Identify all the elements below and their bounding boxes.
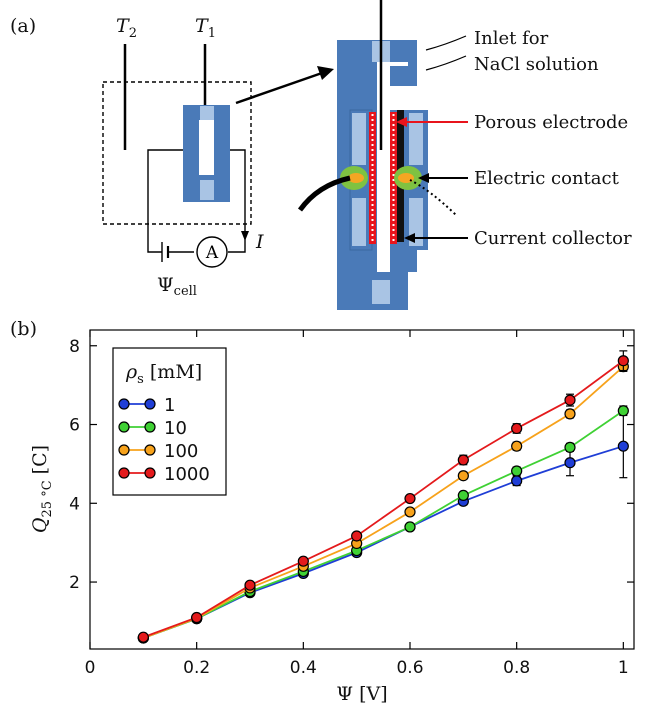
data-point — [564, 408, 576, 420]
legend-title-subscript: s — [137, 372, 144, 387]
legend-label: 100 — [164, 441, 198, 462]
data-point — [564, 441, 576, 453]
small-cell — [183, 105, 230, 202]
x-tick-label: 1 — [618, 658, 629, 678]
legend-marker — [118, 421, 130, 433]
legend-marker — [144, 398, 156, 410]
contact-arrowhead-icon — [418, 173, 429, 183]
inlet-label-line1: Inlet for — [474, 28, 549, 49]
x-tick-label: 0.8 — [503, 658, 530, 678]
legend-label: 10 — [164, 418, 187, 439]
y-tick-label: 2 — [69, 573, 80, 593]
data-point — [457, 454, 469, 466]
data-point — [617, 405, 629, 417]
psi-cell-subscript: cell — [174, 284, 197, 299]
inlet-pointer-2 — [425, 55, 467, 71]
data-point — [564, 457, 576, 469]
y-axis-label: Q25 °C [C] — [29, 445, 55, 533]
data-point — [297, 555, 309, 567]
legend-marker — [144, 444, 156, 456]
zoom-arrow — [235, 71, 323, 105]
data-point — [457, 489, 469, 502]
legend-label: 1 — [164, 395, 175, 416]
x-tick-label: 0.6 — [396, 658, 423, 678]
data-point — [511, 440, 523, 452]
data-point — [404, 506, 416, 518]
series-line — [143, 365, 624, 639]
collector-label: Current collector — [474, 228, 632, 249]
contact-label: Electric contact — [474, 168, 620, 189]
x-tick-label: 0 — [85, 658, 96, 678]
x-tick-label: 0.2 — [183, 658, 210, 678]
panel-b-label: (b) — [10, 318, 37, 340]
current-arrow-icon — [241, 231, 249, 241]
legend-title: ρs [mM] — [125, 361, 202, 387]
legend-marker — [118, 467, 130, 479]
chart: 0 0.2 0.4 0.6 0.8 1 2 4 6 8 Ψ [V] Q25 °C [C] ρs … — [29, 329, 635, 705]
y-tick-label: 6 — [69, 416, 80, 436]
ammeter-label: A — [205, 243, 219, 263]
data-point — [137, 631, 149, 643]
x-tick-label: 0.4 — [290, 658, 317, 678]
porous-label: Porous electrode — [474, 112, 628, 133]
legend-marker — [118, 444, 130, 456]
collector-arrowhead-icon — [404, 233, 415, 243]
legend-title-unit: [mM] — [150, 361, 202, 383]
data-point — [564, 394, 576, 406]
porous-arrowhead-icon — [396, 117, 407, 127]
zoom-arrowhead-icon — [317, 66, 334, 80]
t1-label: T1 — [195, 15, 216, 41]
series-line — [143, 359, 624, 639]
legend-marker — [144, 467, 156, 479]
y-axis-label-unit: [C] — [29, 445, 51, 474]
series-line — [143, 409, 624, 639]
data-point — [404, 492, 416, 505]
inlet-pointer — [425, 35, 467, 51]
legend-label: 1000 — [164, 464, 210, 485]
t2-subscript: 2 — [129, 26, 137, 41]
large-cell — [297, 0, 457, 310]
data-point — [351, 530, 363, 542]
thermal-bath-box — [102, 81, 252, 225]
t2-label: T2 — [116, 15, 137, 41]
t1-subscript: 1 — [208, 26, 216, 41]
panel-a-label: (a) — [10, 15, 36, 37]
external-circuit — [147, 149, 246, 262]
y-axis-label-subscript: 25 °C — [40, 480, 55, 517]
data-point — [617, 355, 629, 367]
legend-marker — [118, 398, 130, 410]
legend-marker — [144, 421, 156, 433]
data-point — [617, 440, 629, 452]
plot-frame — [89, 329, 635, 650]
series-1000 — [137, 350, 629, 643]
data-point — [244, 579, 256, 591]
y-tick-label: 8 — [69, 337, 80, 357]
data-point — [191, 611, 203, 624]
data-point — [511, 475, 523, 487]
legend-box — [112, 347, 227, 496]
data-point — [511, 422, 523, 435]
current-label: I — [255, 231, 264, 253]
y-tick-label: 4 — [69, 494, 80, 514]
x-axis-label: Ψ [V] — [336, 683, 387, 705]
psi-cell-label: Ψcell — [157, 274, 197, 299]
data-point — [457, 470, 469, 482]
ammeter-icon — [196, 236, 228, 268]
data-point — [404, 521, 416, 533]
data-point — [511, 465, 523, 477]
inlet-label-line2: NaCl solution — [474, 54, 599, 75]
